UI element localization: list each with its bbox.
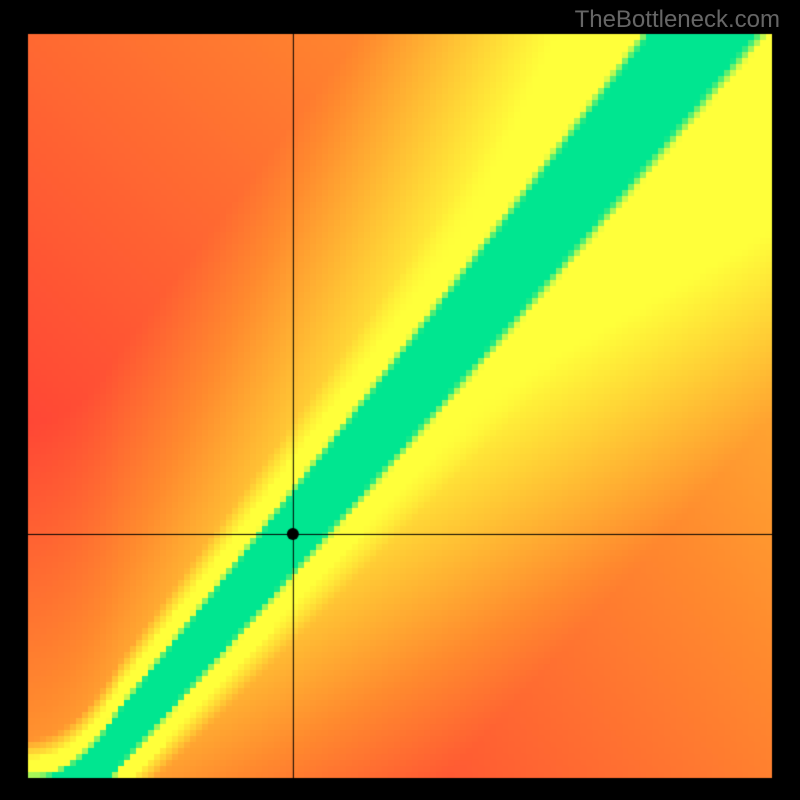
heatmap-canvas [0, 0, 800, 800]
watermark-text: TheBottleneck.com [575, 6, 780, 34]
chart-container: TheBottleneck.com [0, 0, 800, 800]
